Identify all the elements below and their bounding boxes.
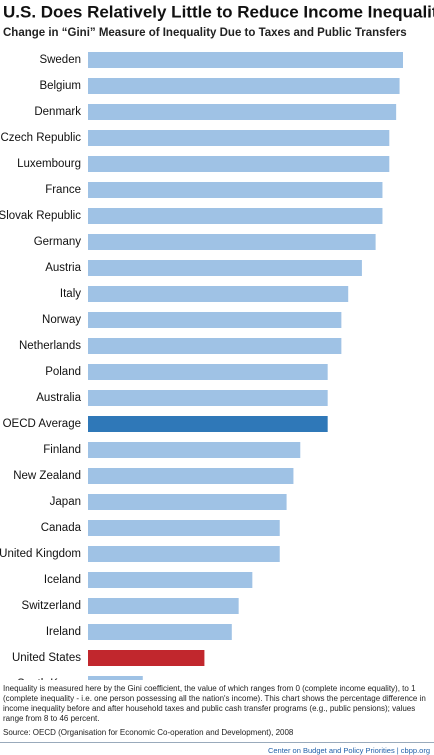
bar (88, 338, 342, 354)
bar (88, 208, 383, 224)
source: Source: OECD (Organisation for Economic … (3, 728, 294, 737)
bar (88, 494, 287, 510)
y-tick-label: Netherlands (19, 340, 81, 352)
credit: Center on Budget and Policy Priorities |… (0, 742, 434, 755)
bar (88, 52, 403, 68)
bar (88, 234, 376, 250)
y-tick-label: South Korea (17, 678, 82, 680)
y-tick-label: New Zealand (13, 470, 81, 482)
y-tick-label: Poland (45, 366, 81, 378)
y-tick-label: Italy (60, 288, 81, 300)
y-tick-label: Belgium (39, 80, 81, 92)
y-tick-label: Czech Republic (0, 132, 81, 144)
bar (88, 650, 205, 666)
y-tick-label: Denmark (34, 106, 81, 118)
bar (88, 390, 328, 406)
y-tick-label: Switzerland (22, 600, 81, 612)
bar (88, 130, 390, 146)
bar (88, 416, 328, 432)
bar (88, 520, 280, 536)
y-tick-label: OECD Average (3, 418, 81, 430)
y-tick-label: Sweden (39, 54, 81, 66)
chart-subtitle: Change in “Gini” Measure of Inequality D… (3, 27, 407, 39)
chart: U.S. Does Relatively Little to Reduce In… (0, 2, 434, 680)
bar (88, 676, 143, 680)
bar (88, 156, 390, 172)
y-tick-label: Norway (42, 314, 81, 326)
y-tick-label: Australia (36, 392, 81, 404)
bar (88, 104, 397, 120)
y-tick-label: Japan (50, 496, 81, 508)
y-tick-label: France (45, 184, 81, 196)
y-tick-label: Ireland (46, 626, 81, 638)
y-tick-label: Iceland (44, 574, 81, 586)
y-tick-label: Finland (43, 444, 81, 456)
bar (88, 572, 253, 588)
y-tick-label: Germany (34, 236, 82, 248)
y-tick-label: Luxembourg (17, 158, 81, 170)
bar (88, 312, 342, 328)
bar (88, 598, 239, 614)
bar (88, 624, 232, 640)
chart-title: U.S. Does Relatively Little to Reduce In… (3, 2, 434, 21)
bar (88, 546, 280, 562)
bar (88, 260, 362, 276)
bar (88, 182, 383, 198)
y-tick-label: United States (12, 652, 81, 664)
y-tick-label: United Kingdom (0, 548, 81, 560)
bar (88, 364, 328, 380)
bar (88, 468, 294, 484)
note: Inequality is measured here by the Gini … (3, 684, 426, 723)
y-tick-label: Slovak Republic (0, 210, 81, 222)
y-tick-label: Canada (41, 522, 82, 534)
bar (88, 442, 301, 458)
bar (88, 78, 400, 94)
bar (88, 286, 349, 302)
y-tick-label: Austria (45, 262, 81, 274)
